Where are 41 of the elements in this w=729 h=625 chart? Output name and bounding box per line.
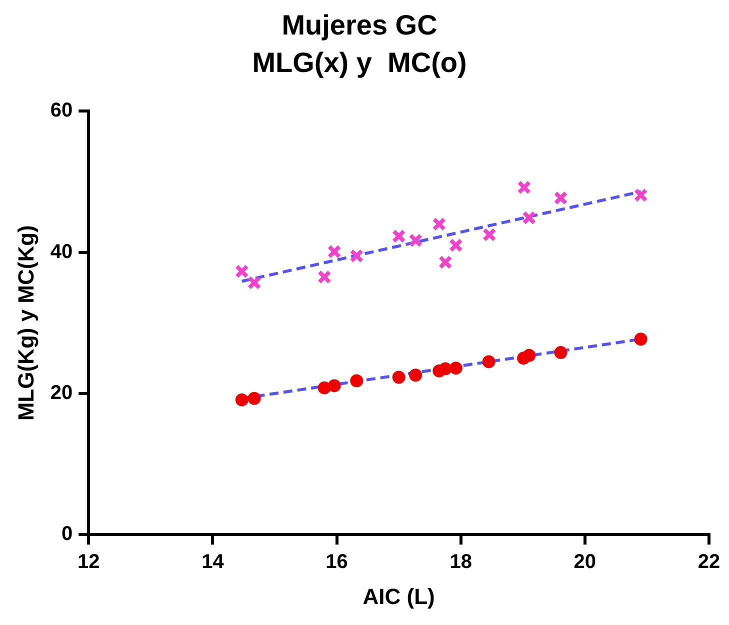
- point: [449, 362, 462, 375]
- point: [438, 362, 452, 376]
- point: [432, 217, 446, 232]
- x-tick-label: 14: [202, 551, 225, 574]
- point: [248, 392, 261, 405]
- point: [247, 276, 262, 290]
- x-tick-label: 12: [78, 551, 100, 574]
- point: [350, 248, 364, 263]
- point: [408, 233, 423, 248]
- point: [522, 210, 536, 225]
- point: [317, 270, 332, 284]
- point: [482, 355, 496, 368]
- y-tick-label: 0: [62, 523, 73, 546]
- y-axis-title: MLG(Kg) y MC(Kg): [13, 225, 38, 421]
- x-tick-label: 22: [698, 551, 720, 574]
- x-axis-title: AIC (L): [362, 584, 435, 609]
- point: [328, 379, 341, 392]
- y-tick-label: 40: [50, 240, 73, 263]
- point: [634, 188, 648, 202]
- point: [517, 180, 532, 194]
- x-tick-label: 20: [574, 551, 596, 574]
- point: [392, 370, 406, 384]
- point: [554, 346, 568, 360]
- point: [392, 229, 406, 244]
- point: [235, 393, 248, 406]
- x-tick-label: 16: [326, 551, 348, 574]
- point: [522, 348, 536, 362]
- point: [234, 264, 249, 278]
- chart-title: Mujeres GC: [282, 10, 438, 41]
- point: [482, 228, 496, 242]
- point: [634, 332, 648, 346]
- point: [327, 244, 342, 259]
- point: [448, 238, 463, 252]
- y-tick-label: 20: [50, 382, 73, 404]
- x-tick-label: 18: [450, 551, 472, 574]
- chart-subtitle: MLG(x) y MC(o): [252, 47, 467, 78]
- point: [438, 255, 452, 270]
- point: [350, 374, 364, 388]
- point: [409, 368, 422, 382]
- y-tick-label: 60: [50, 100, 73, 122]
- point: [554, 191, 568, 205]
